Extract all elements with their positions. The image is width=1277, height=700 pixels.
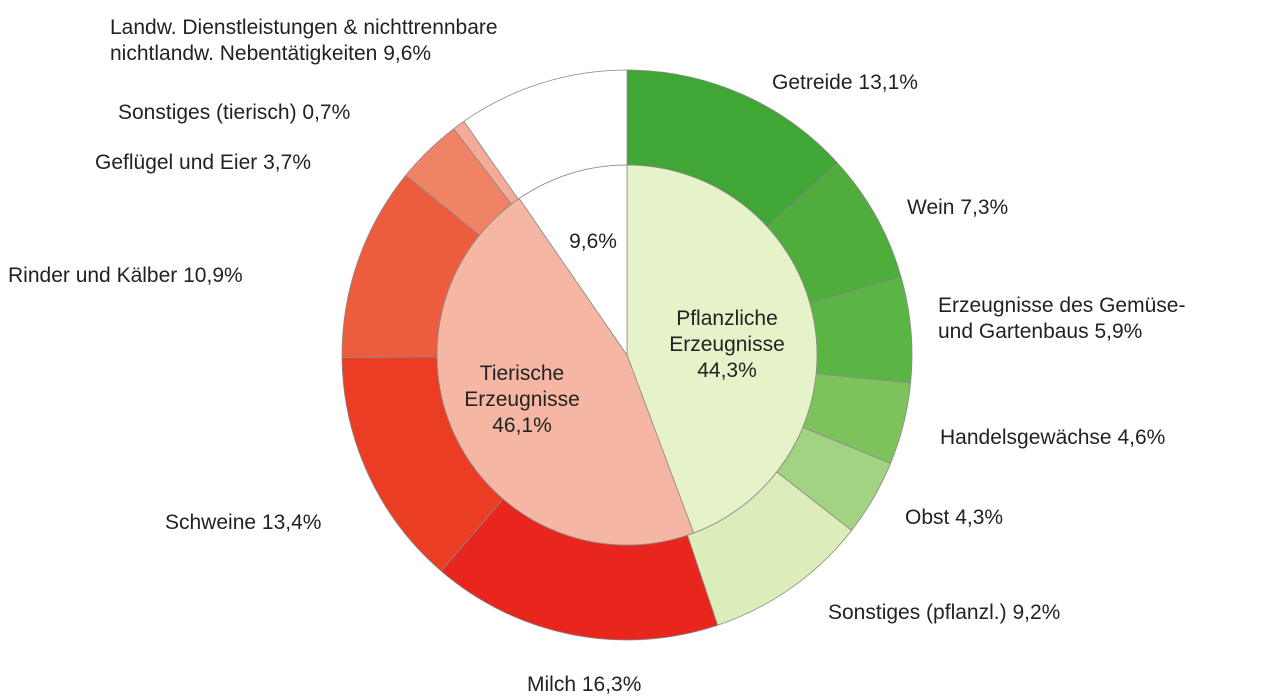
category-name: Erzeugnisse des Gemüse- und Gartenbaus: [938, 294, 1186, 343]
value-label: 9,2%: [1012, 601, 1061, 624]
slice-label: Obst 4,3%: [905, 505, 1003, 531]
slice-label: Erzeugnisse des Gemüse- und Gartenbaus 5…: [938, 293, 1185, 345]
value-label: 3,7%: [263, 151, 311, 174]
slice-label: Sonstiges (tierisch) 0,7%: [118, 100, 350, 126]
value-label: 44,3%: [697, 359, 757, 382]
category-name: Tierische Erzeugnisse: [464, 362, 580, 411]
slice-label: Landw. Dienstleistungen & nichttrennbare…: [110, 15, 498, 67]
category-name: Landw. Dienstleistungen & nichttrennbare…: [110, 16, 498, 65]
slice-label: Rinder und Kälber 10,9%: [8, 263, 243, 289]
category-name: Wein: [907, 196, 955, 219]
category-name: Obst: [905, 506, 950, 529]
value-label: 9,6%: [569, 230, 617, 253]
inner-label: 9,6%: [569, 229, 617, 255]
category-name: Schweine: [165, 511, 257, 534]
category-name: Getreide: [772, 71, 853, 94]
value-label: 5,9%: [1094, 320, 1143, 343]
value-label: 46,1%: [492, 414, 552, 437]
category-name: Sonstiges (tierisch): [118, 101, 297, 124]
value-label: 4,6%: [1117, 426, 1166, 449]
value-label: 9,6%: [383, 42, 432, 65]
category-name: Geflügel und Eier: [95, 151, 258, 174]
slice-label: Geflügel und Eier 3,7%: [95, 150, 311, 176]
inner-label: Pflanzliche Erzeugnisse 44,3%: [669, 306, 785, 384]
slice-label: Wein 7,3%: [907, 195, 1008, 221]
category-name: Pflanzliche Erzeugnisse: [669, 307, 785, 356]
value-label: 10,9%: [183, 264, 243, 287]
category-name: Rinder und Kälber: [8, 264, 178, 287]
value-label: 7,3%: [960, 196, 1009, 219]
value-label: 13,4%: [261, 511, 322, 534]
category-name: Sonstiges (pflanzl.): [828, 601, 1007, 624]
slice-label: Handelsgewächse 4,6%: [940, 425, 1165, 451]
category-name: Milch: [527, 673, 577, 696]
inner-slice: [626, 164, 818, 534]
value-label: 4,3%: [955, 506, 1004, 529]
slice-label: Schweine 13,4%: [165, 510, 321, 536]
value-label: 0,7%: [302, 101, 351, 124]
slice-label: Milch 16,3%: [527, 672, 641, 698]
inner-slice: [436, 197, 695, 546]
slice-label: Getreide 13,1%: [772, 70, 918, 96]
category-name: Handelsgewächse: [940, 426, 1112, 449]
value-label: 13,1%: [858, 71, 918, 94]
inner-slice: [518, 164, 628, 357]
inner-label: Tierische Erzeugnisse 46,1%: [464, 361, 580, 439]
slice-label: Sonstiges (pflanzl.) 9,2%: [828, 600, 1060, 626]
value-label: 16,3%: [581, 673, 642, 696]
